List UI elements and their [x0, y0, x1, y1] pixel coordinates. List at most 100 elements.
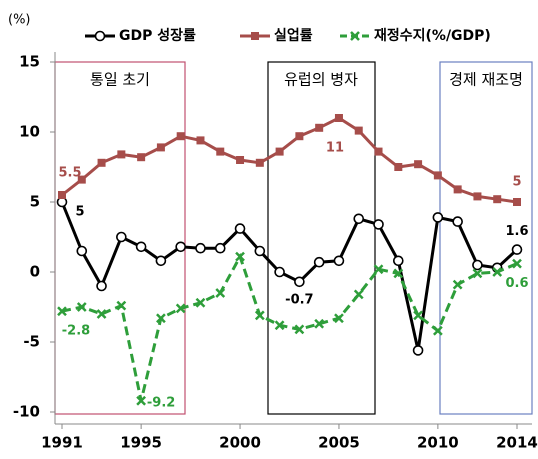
point [214, 242, 226, 254]
point [315, 123, 324, 132]
point [254, 310, 265, 321]
period-box [439, 61, 533, 415]
data-label: -0.7 [285, 292, 313, 307]
data-label: 5 [75, 205, 84, 220]
point [334, 114, 343, 122]
point [433, 171, 442, 180]
x-tick-label: 1991 [41, 434, 83, 452]
point [235, 251, 245, 262]
point [274, 320, 285, 331]
point [176, 132, 185, 141]
y-tick-label: -5 [23, 333, 40, 351]
legend-label: 실업률 [274, 27, 313, 44]
point [354, 126, 363, 135]
y-tick-label: 10 [19, 123, 40, 141]
point [373, 219, 384, 230]
point [155, 255, 167, 267]
point [432, 325, 443, 336]
point [196, 136, 205, 145]
point [313, 256, 325, 268]
point [215, 288, 226, 298]
x-tick-label: 2014 [496, 434, 538, 452]
data-label: -2.8 [62, 324, 90, 339]
point [512, 258, 522, 269]
point [195, 242, 206, 254]
point [156, 143, 165, 152]
legend-label: 재정수지(%/GDP) [374, 27, 491, 44]
series-line [61, 252, 518, 402]
legend-label: GDP 성장률 [119, 27, 196, 44]
data-label: 11 [326, 141, 344, 156]
point [195, 297, 206, 308]
point [57, 306, 67, 317]
legend-marker [94, 30, 106, 42]
legend-marker [350, 31, 360, 41]
point [275, 147, 284, 156]
point [412, 345, 424, 356]
x-tick-label: 2010 [417, 434, 459, 452]
data-label: -9.2 [147, 395, 175, 410]
y-tick-label: 0 [30, 263, 40, 281]
point [135, 241, 147, 253]
point [452, 216, 463, 227]
point [513, 198, 521, 206]
point [76, 302, 87, 312]
point [175, 303, 186, 314]
point [136, 395, 147, 406]
point [314, 318, 325, 329]
series-line [60, 201, 519, 351]
point [353, 289, 364, 300]
point [493, 195, 502, 204]
point [334, 313, 344, 324]
point [255, 158, 264, 167]
point [414, 160, 423, 169]
point [216, 147, 225, 156]
point [374, 147, 383, 156]
point [116, 231, 127, 243]
point [511, 244, 523, 255]
point [393, 268, 404, 279]
point [393, 255, 404, 267]
x-tick-label: 2000 [219, 434, 261, 452]
point [137, 153, 146, 162]
legend-marker [251, 32, 259, 40]
point [373, 264, 384, 275]
point [175, 241, 186, 253]
point [76, 245, 88, 257]
point [453, 185, 462, 194]
data-label: 5 [512, 175, 521, 190]
point [58, 191, 66, 199]
period-box [267, 61, 376, 415]
point [492, 267, 503, 277]
y-tick-label: 15 [19, 53, 40, 71]
y-tick-label: -10 [13, 403, 40, 421]
point [236, 156, 245, 164]
point [333, 255, 345, 267]
annotation: 유럽의 병자 [284, 71, 358, 89]
point [432, 212, 444, 223]
point [452, 279, 463, 290]
point [234, 223, 246, 234]
point [156, 313, 166, 324]
point [473, 192, 482, 201]
annotation: 경제 재조명 [449, 71, 523, 89]
point [353, 213, 365, 225]
point [295, 132, 304, 141]
point [274, 266, 285, 278]
annotation: 통일 초기 [90, 71, 150, 89]
x-tick-label: 2005 [318, 434, 360, 452]
point [472, 268, 483, 279]
point [254, 245, 266, 257]
data-label: 5.5 [58, 166, 81, 181]
point [117, 150, 126, 159]
y-tick-label: 5 [30, 193, 40, 211]
x-tick-label: 1995 [120, 434, 162, 452]
point [96, 309, 107, 319]
point [294, 324, 305, 335]
point [472, 259, 483, 271]
data-label: 1.6 [505, 224, 528, 239]
series-line [61, 116, 518, 204]
point [96, 280, 107, 292]
point [97, 158, 106, 167]
unit-label: (%) [8, 13, 31, 28]
